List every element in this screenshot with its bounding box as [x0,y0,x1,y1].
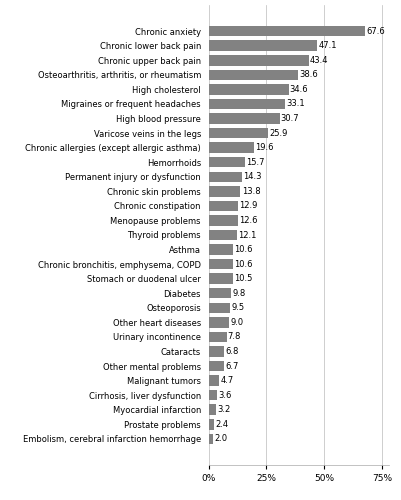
Bar [209,70,298,80]
Bar [209,434,213,444]
Text: 2.4: 2.4 [215,420,228,429]
Bar [209,332,227,342]
Bar [209,419,214,430]
Bar [209,172,241,182]
Bar [209,157,245,168]
Bar [209,215,238,226]
Text: 19.6: 19.6 [255,143,273,152]
Text: 9.8: 9.8 [232,288,245,298]
Text: 9.0: 9.0 [231,318,244,327]
Text: 12.9: 12.9 [239,202,258,210]
Bar [209,84,289,94]
Bar [209,361,224,372]
Bar [209,274,233,284]
Text: 6.7: 6.7 [225,362,239,370]
Text: 3.2: 3.2 [217,405,230,414]
Text: 12.6: 12.6 [239,216,257,225]
Bar [209,259,233,270]
Bar [209,40,318,51]
Text: 47.1: 47.1 [319,41,337,50]
Text: 38.6: 38.6 [299,70,318,80]
Bar [209,376,219,386]
Text: 34.6: 34.6 [290,85,308,94]
Text: 13.8: 13.8 [241,187,260,196]
Bar [209,346,224,356]
Bar [209,288,231,298]
Text: 6.8: 6.8 [225,347,239,356]
Text: 2.0: 2.0 [214,434,227,444]
Bar [209,230,237,240]
Bar [209,98,285,109]
Bar [209,302,231,313]
Text: 9.5: 9.5 [232,304,245,312]
Bar [209,390,217,400]
Bar [209,128,268,138]
Bar [209,200,238,211]
Text: 12.1: 12.1 [238,230,256,239]
Text: 15.7: 15.7 [246,158,265,166]
Text: 33.1: 33.1 [286,100,305,108]
Bar [209,55,309,66]
Text: 25.9: 25.9 [269,128,288,138]
Bar [209,244,233,255]
Bar [209,114,279,124]
Bar [209,186,241,196]
Text: 4.7: 4.7 [221,376,234,385]
Text: 10.5: 10.5 [234,274,252,283]
Bar [209,142,254,153]
Text: 10.6: 10.6 [234,260,253,268]
Bar [209,404,216,415]
Text: 43.4: 43.4 [310,56,328,65]
Bar [209,317,229,328]
Text: 67.6: 67.6 [366,26,385,36]
Text: 7.8: 7.8 [228,332,241,342]
Bar [209,26,365,36]
Text: 14.3: 14.3 [243,172,261,182]
Text: 3.6: 3.6 [218,390,231,400]
Text: 10.6: 10.6 [234,245,253,254]
Text: 30.7: 30.7 [281,114,299,123]
